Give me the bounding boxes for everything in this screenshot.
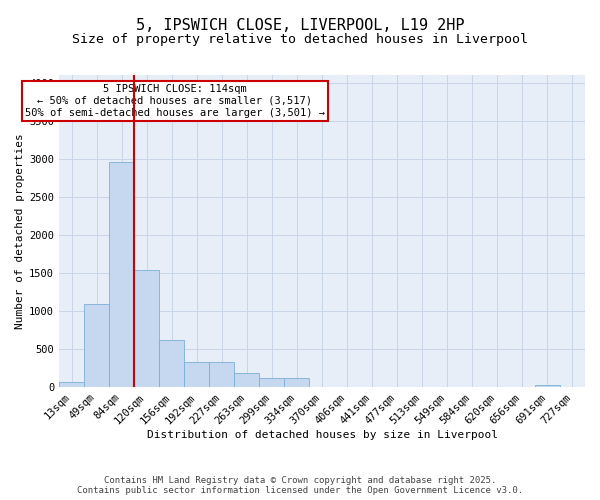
Bar [209,362,235,388]
Bar [159,340,184,388]
Y-axis label: Number of detached properties: Number of detached properties [15,134,25,329]
Bar [184,362,209,388]
Bar [84,304,109,388]
Bar [284,378,310,388]
X-axis label: Distribution of detached houses by size in Liverpool: Distribution of detached houses by size … [146,430,497,440]
Bar [59,382,84,388]
Bar [535,384,560,388]
Text: Contains HM Land Registry data © Crown copyright and database right 2025.
Contai: Contains HM Land Registry data © Crown c… [77,476,523,495]
Bar [235,373,259,388]
Bar [134,270,159,388]
Text: 5 IPSWICH CLOSE: 114sqm
← 50% of detached houses are smaller (3,517)
50% of semi: 5 IPSWICH CLOSE: 114sqm ← 50% of detache… [25,84,325,117]
Bar [259,378,284,388]
Text: Size of property relative to detached houses in Liverpool: Size of property relative to detached ho… [72,32,528,46]
Text: 5, IPSWICH CLOSE, LIVERPOOL, L19 2HP: 5, IPSWICH CLOSE, LIVERPOOL, L19 2HP [136,18,464,32]
Bar [109,162,134,388]
